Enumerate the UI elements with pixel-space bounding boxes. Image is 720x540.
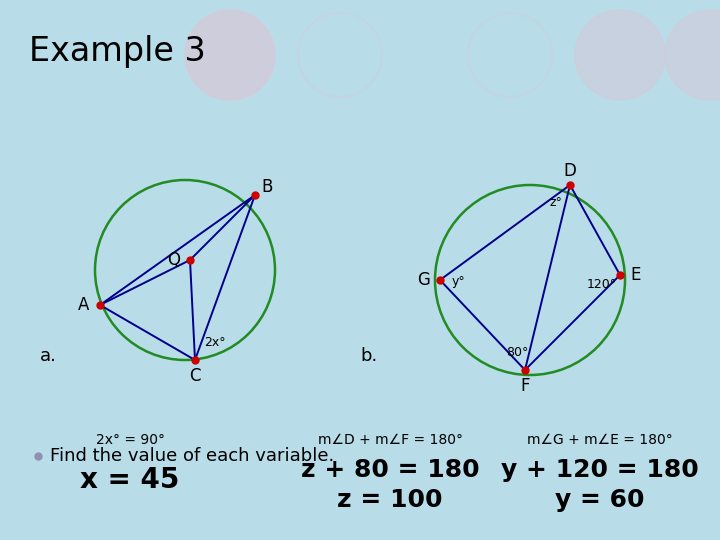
Text: 120°: 120° [587, 279, 617, 292]
Text: b.: b. [360, 347, 377, 366]
Text: a.: a. [40, 347, 56, 366]
Text: z°: z° [549, 197, 562, 210]
Circle shape [575, 10, 665, 100]
Text: E: E [631, 266, 642, 284]
Text: 2x°: 2x° [204, 335, 226, 348]
Text: B: B [261, 178, 273, 196]
Text: D: D [564, 162, 577, 180]
Text: x = 45: x = 45 [81, 466, 180, 494]
Text: 80°: 80° [506, 346, 528, 359]
Text: z = 100: z = 100 [337, 488, 443, 512]
Text: C: C [189, 367, 201, 385]
Text: z + 80 = 180: z + 80 = 180 [301, 458, 480, 482]
Text: y + 120 = 180: y + 120 = 180 [501, 458, 699, 482]
Text: m∠D + m∠F = 180°: m∠D + m∠F = 180° [318, 433, 462, 447]
Text: Find the value of each variable.: Find the value of each variable. [50, 447, 335, 465]
Text: y°: y° [451, 275, 465, 288]
Circle shape [185, 10, 275, 100]
Text: Example 3: Example 3 [29, 35, 205, 68]
Text: F: F [521, 377, 530, 395]
Text: m∠G + m∠E = 180°: m∠G + m∠E = 180° [527, 433, 673, 447]
Text: A: A [78, 296, 90, 314]
Text: Q: Q [168, 251, 181, 269]
Text: y = 60: y = 60 [555, 488, 644, 512]
Circle shape [665, 10, 720, 100]
Text: G: G [418, 271, 431, 289]
Text: 2x° = 90°: 2x° = 90° [96, 433, 164, 447]
